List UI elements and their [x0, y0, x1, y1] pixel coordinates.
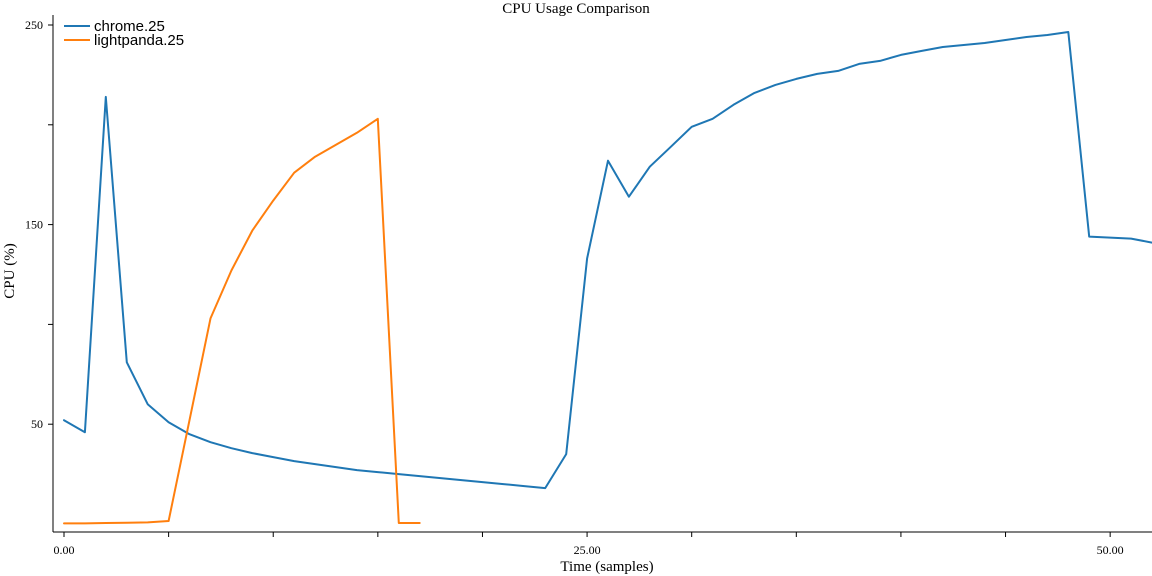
series-line-chrome-25	[63, 31, 1152, 490]
y-axis-label: CPU (%)	[2, 243, 18, 298]
y-tick-label: 50	[31, 417, 43, 431]
legend-label: chrome.25	[94, 18, 165, 35]
legend-label: lightpanda.25	[94, 32, 184, 49]
chart-title: CPU Usage Comparison	[502, 1, 650, 17]
x-axis-label: Time (samples)	[560, 559, 653, 575]
y-ticks: 50 150 250	[25, 18, 53, 431]
x-tick-label: 25.00	[574, 543, 601, 557]
x-tick-label: 0.00	[54, 543, 75, 557]
series-line-lightpanda-25	[63, 117, 421, 525]
x-ticks: 0.00 25.00 50.00	[54, 532, 1124, 557]
series-layer	[63, 31, 1152, 525]
x-tick-label: 50.00	[1097, 543, 1124, 557]
y-tick-label: 250	[25, 18, 43, 32]
y-tick-label: 150	[25, 218, 43, 232]
